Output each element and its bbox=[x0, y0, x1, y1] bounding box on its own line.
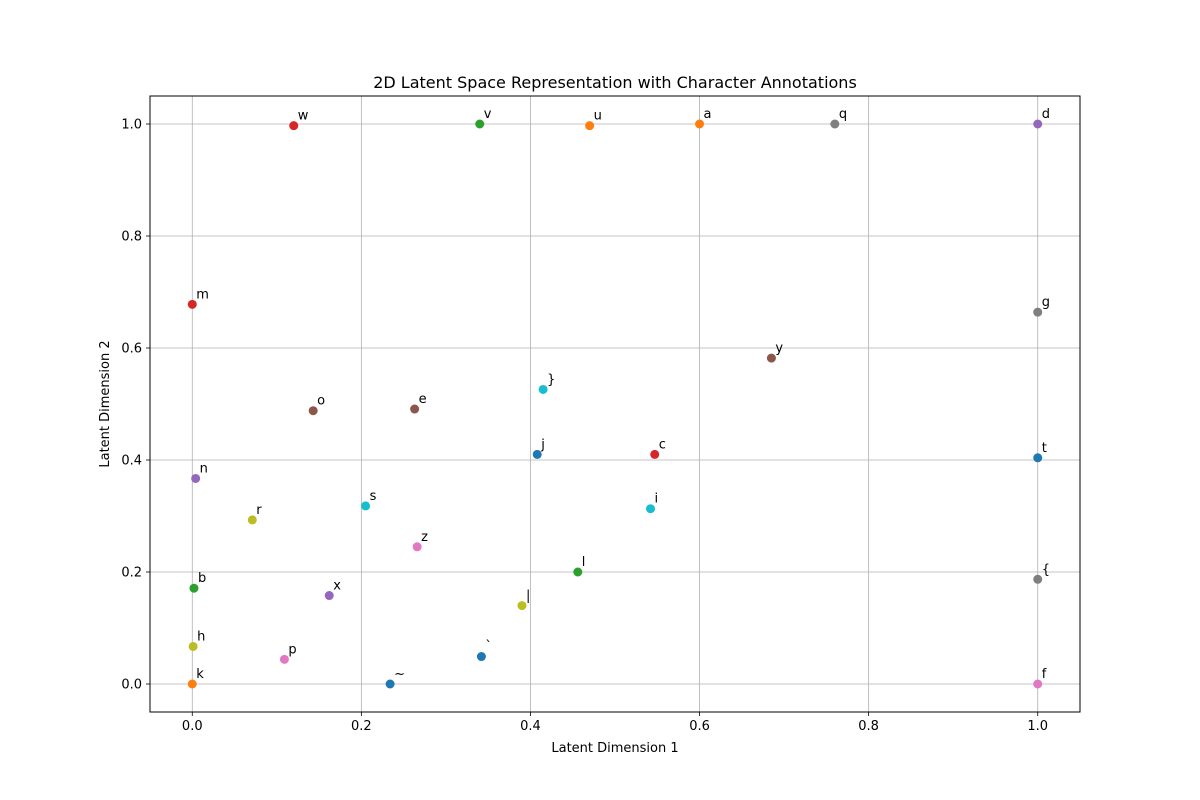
point-label: j bbox=[540, 437, 545, 452]
point-label: w bbox=[298, 109, 309, 124]
data-point bbox=[573, 567, 583, 577]
point-label: p bbox=[288, 642, 296, 657]
point-label: s bbox=[370, 489, 377, 504]
data-point bbox=[517, 601, 527, 611]
y-tick-label: 0.8 bbox=[121, 230, 142, 245]
data-point bbox=[1033, 574, 1043, 584]
data-point bbox=[191, 473, 201, 483]
data-point bbox=[585, 121, 595, 131]
data-point bbox=[1033, 679, 1043, 689]
data-point bbox=[1033, 307, 1043, 317]
data-point bbox=[385, 679, 395, 689]
data-point bbox=[412, 542, 422, 552]
data-point bbox=[188, 641, 198, 651]
point-label: e bbox=[419, 392, 427, 407]
axis-ticks: 0.0 0.2 0.4 0.6 0.8 1.0 0.0 0.2 0.4 0.6 0.8 1.0 bbox=[121, 118, 1048, 735]
data-point bbox=[830, 119, 840, 129]
x-tick-label: 0.6 bbox=[689, 719, 710, 734]
y-axis-label: Latent Dimension 2 bbox=[98, 340, 113, 467]
point-label: n bbox=[200, 461, 208, 476]
point-label: i bbox=[655, 492, 659, 507]
x-axis-label: Latent Dimension 1 bbox=[551, 741, 678, 756]
data-points: w v u a q d m g y} o e j c t n s i r z l { b x | h ` p k ~ f bbox=[187, 107, 1050, 689]
data-point bbox=[361, 501, 371, 511]
data-point bbox=[410, 404, 420, 414]
point-label: r bbox=[256, 503, 262, 518]
data-point bbox=[187, 679, 197, 689]
y-tick-label: 0.2 bbox=[121, 566, 142, 581]
data-point bbox=[650, 449, 660, 459]
data-point bbox=[532, 449, 542, 459]
y-tick-label: 0.0 bbox=[121, 678, 142, 693]
data-point bbox=[1033, 453, 1043, 463]
point-label: } bbox=[547, 372, 555, 387]
x-tick-label: 0.4 bbox=[520, 719, 541, 734]
point-label: { bbox=[1042, 562, 1050, 577]
point-label: b bbox=[198, 571, 206, 586]
point-label: c bbox=[659, 437, 666, 452]
data-point bbox=[1033, 119, 1043, 129]
point-label: v bbox=[484, 107, 492, 122]
data-point bbox=[695, 119, 705, 129]
data-point bbox=[289, 121, 299, 131]
x-tick-label: 0.0 bbox=[182, 719, 203, 734]
point-label: q bbox=[839, 107, 847, 122]
x-tick-label: 0.8 bbox=[858, 719, 879, 734]
data-point bbox=[279, 654, 289, 664]
point-label: g bbox=[1042, 295, 1050, 310]
point-label: h bbox=[197, 629, 205, 644]
y-tick-label: 0.4 bbox=[121, 454, 142, 469]
point-label: ` bbox=[485, 640, 492, 655]
data-point bbox=[324, 591, 334, 601]
x-tick-label: 0.2 bbox=[351, 719, 372, 734]
data-point bbox=[646, 504, 656, 514]
point-label: ~ bbox=[394, 667, 405, 682]
data-point bbox=[187, 299, 197, 309]
data-point bbox=[247, 515, 257, 525]
point-label: | bbox=[526, 589, 530, 604]
y-tick-label: 1.0 bbox=[121, 118, 142, 133]
data-point bbox=[538, 384, 548, 394]
plot-frame bbox=[149, 95, 1081, 713]
point-label: o bbox=[317, 394, 325, 409]
x-tick-label: 1.0 bbox=[1027, 719, 1048, 734]
point-label: l bbox=[582, 555, 586, 570]
point-label: z bbox=[421, 530, 428, 545]
point-label: u bbox=[594, 109, 602, 124]
grid-lines bbox=[150, 96, 1080, 712]
data-point bbox=[476, 652, 486, 662]
point-label: y bbox=[775, 341, 783, 356]
chart-title: 2D Latent Space Representation with Char… bbox=[373, 73, 857, 92]
data-point bbox=[766, 353, 776, 363]
point-label: t bbox=[1042, 441, 1047, 456]
point-label: f bbox=[1042, 667, 1047, 682]
point-label: m bbox=[196, 287, 209, 302]
point-label: x bbox=[333, 579, 341, 594]
point-label: d bbox=[1042, 107, 1050, 122]
point-label: a bbox=[704, 107, 712, 122]
data-point bbox=[308, 406, 318, 416]
data-point bbox=[189, 583, 199, 593]
y-tick-label: 0.6 bbox=[121, 342, 142, 357]
data-point bbox=[475, 119, 485, 129]
point-label: k bbox=[196, 667, 204, 682]
